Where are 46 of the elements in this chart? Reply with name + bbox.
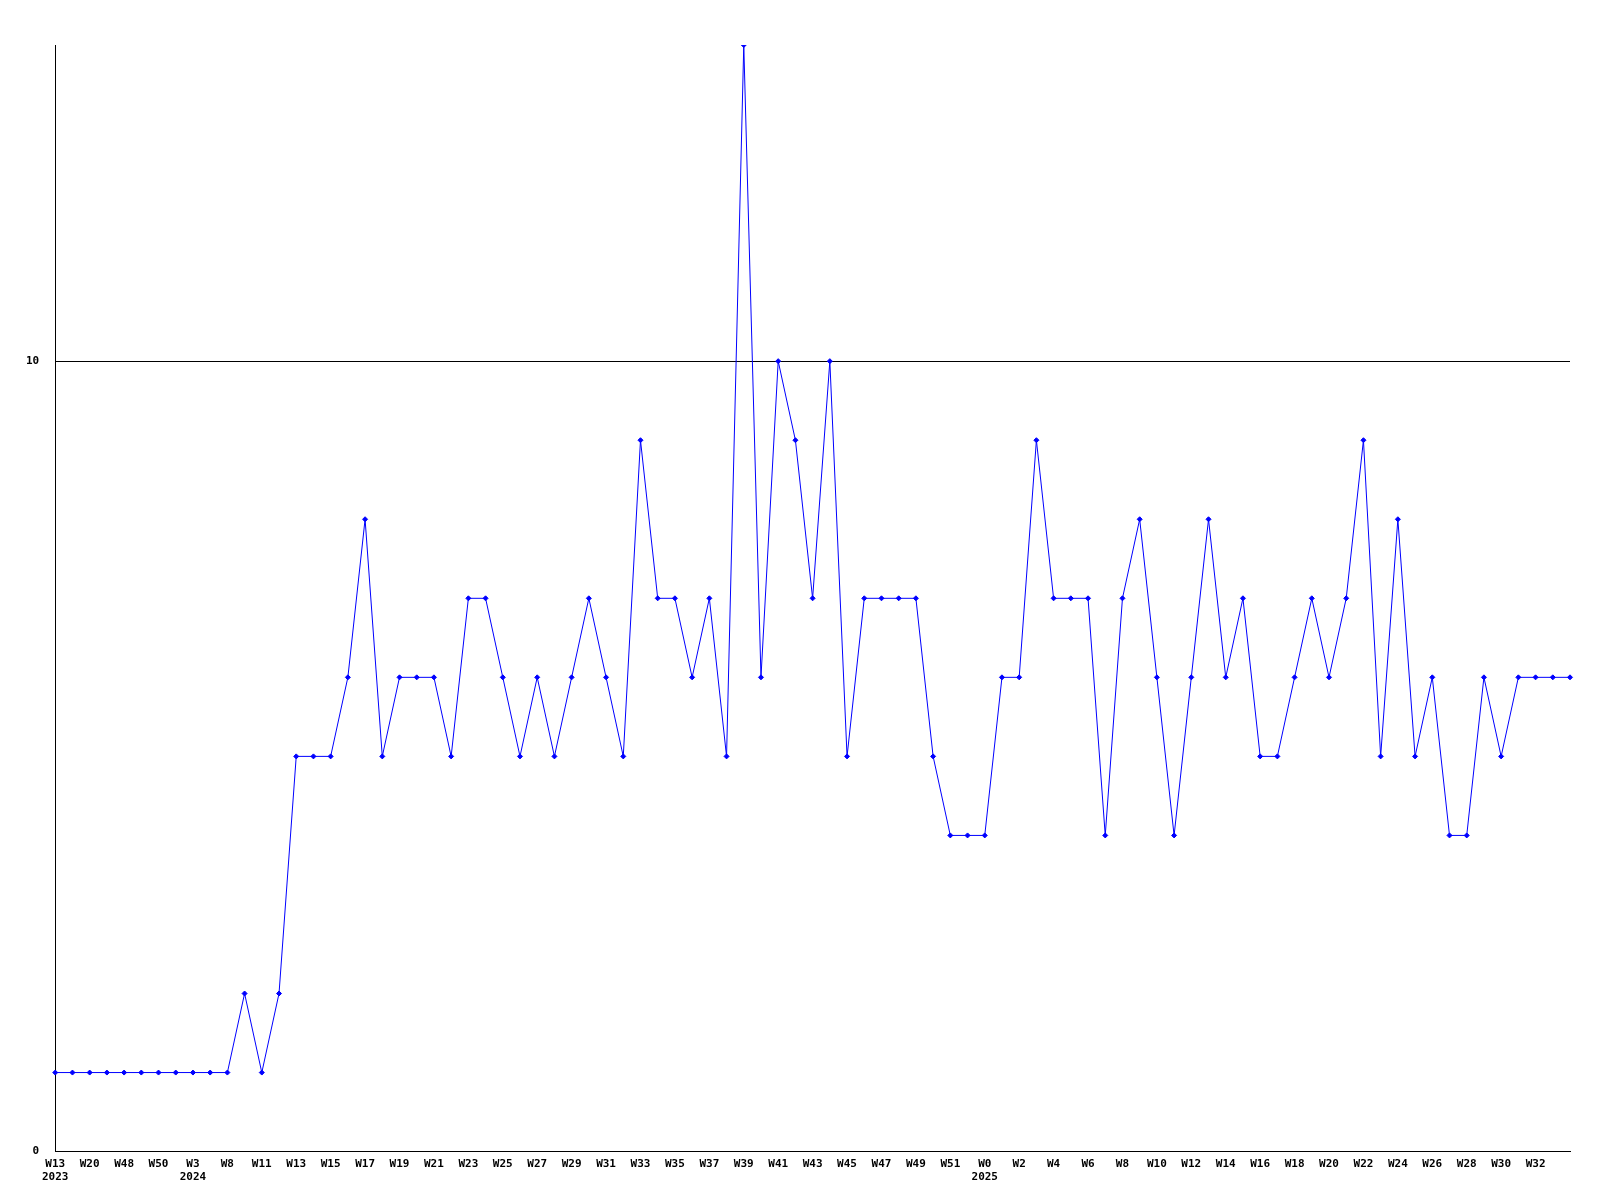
x-tick-label: W43 bbox=[802, 1157, 823, 1171]
x-tick-label: W20 bbox=[79, 1157, 100, 1171]
x-tick-label: W13 2023 bbox=[42, 1157, 69, 1184]
x-tick-label: W33 bbox=[630, 1157, 651, 1171]
x-tick-label: W14 bbox=[1215, 1157, 1237, 1171]
x-tick-label: W8 bbox=[220, 1157, 234, 1171]
y-tick-label: 10 bbox=[26, 354, 40, 368]
x-tick-label: W23 bbox=[458, 1157, 479, 1171]
x-tick-label: W32 bbox=[1525, 1157, 1546, 1171]
x-tick-label: W11 bbox=[251, 1157, 273, 1171]
x-tick-label: W48 bbox=[114, 1157, 135, 1171]
x-tick-label: W30 bbox=[1491, 1157, 1512, 1171]
x-tick-label: W17 bbox=[355, 1157, 376, 1171]
x-tick-label: W13 bbox=[286, 1157, 307, 1171]
x-tick-label: W49 bbox=[905, 1157, 926, 1171]
x-tick-label: W37 bbox=[699, 1157, 720, 1171]
x-tick-label: W39 bbox=[733, 1157, 754, 1171]
x-tick-label: W47 bbox=[871, 1157, 892, 1171]
x-tick-label: W6 bbox=[1081, 1157, 1096, 1171]
x-tick-label: W28 bbox=[1456, 1157, 1477, 1171]
x-tick-label: W25 bbox=[492, 1157, 513, 1171]
x-tick-label: W26 bbox=[1422, 1157, 1443, 1171]
x-tick-label: W41 bbox=[768, 1157, 789, 1171]
x-tick-label: W29 bbox=[561, 1157, 582, 1171]
x-tick-label: W0 2025 bbox=[971, 1157, 998, 1184]
x-tick-label: W3 2024 bbox=[179, 1157, 207, 1184]
x-tick-label: W8 bbox=[1115, 1157, 1130, 1171]
x-tick-label: W51 bbox=[940, 1157, 961, 1171]
x-tick-label: W4 bbox=[1046, 1157, 1061, 1171]
x-tick-label: W2 bbox=[1012, 1157, 1026, 1171]
x-tick-label: W18 bbox=[1284, 1157, 1305, 1171]
x-tick-label: W45 bbox=[837, 1157, 857, 1171]
y-tick-label: 0 bbox=[32, 1144, 40, 1158]
x-tick-label: W22 bbox=[1353, 1157, 1374, 1171]
x-tick-label: W50 bbox=[148, 1157, 169, 1171]
x-tick-label: W35 bbox=[664, 1157, 685, 1171]
x-tick-label: W20 bbox=[1319, 1157, 1339, 1171]
x-tick-label: W31 bbox=[596, 1157, 617, 1171]
x-tick-label: W10 bbox=[1146, 1157, 1167, 1171]
x-tick-label: W21 bbox=[424, 1157, 445, 1171]
x-tick-label: W12 bbox=[1181, 1157, 1202, 1171]
x-tick-label: W15 bbox=[320, 1157, 341, 1171]
x-tick-label: W24 bbox=[1387, 1157, 1409, 1171]
x-tick-label: W19 bbox=[389, 1157, 410, 1171]
x-tick-label: W27 bbox=[527, 1157, 548, 1171]
x-tick-label: W16 bbox=[1250, 1157, 1271, 1171]
